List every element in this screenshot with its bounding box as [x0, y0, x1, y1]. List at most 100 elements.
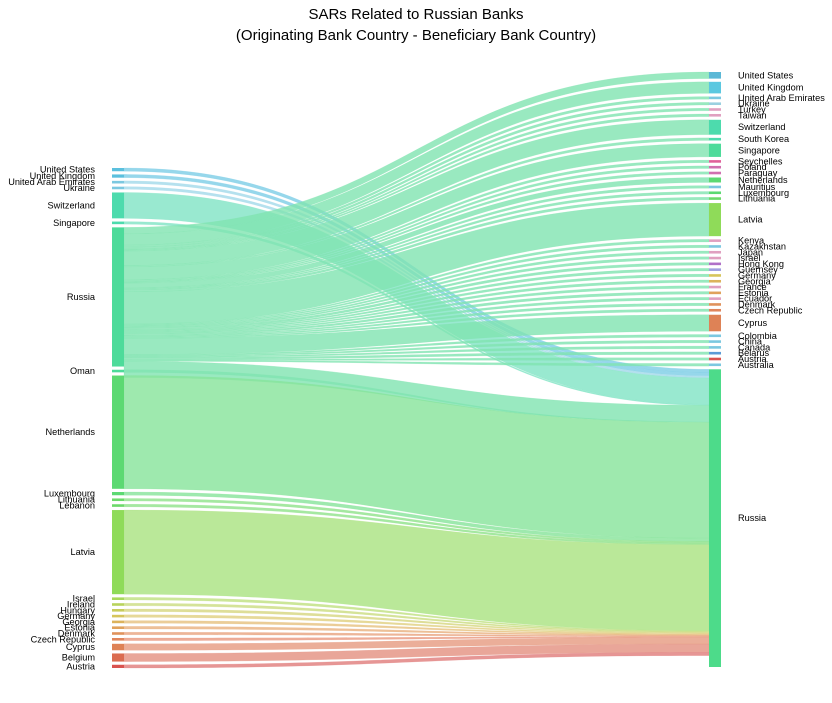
target-node-turkey	[709, 108, 721, 111]
source-node-austria	[112, 664, 124, 668]
target-node-germany	[709, 274, 721, 277]
source-label-germany: Germany	[57, 611, 95, 621]
source-label-switzerland: Switzerland	[48, 200, 96, 210]
source-label-israel: Israel	[73, 594, 95, 604]
source-label-hungary: Hungary	[60, 605, 95, 615]
source-node-estonia	[112, 626, 124, 629]
target-label-japan: Japan	[738, 247, 763, 257]
target-label-lithuania: Lithuania	[738, 194, 776, 204]
flow-russia-to-switzerland	[123, 119, 710, 266]
target-label-south-korea: South Korea	[738, 134, 790, 144]
target-node-canada	[709, 346, 721, 349]
target-node-czech-republic	[709, 308, 721, 312]
target-node-south-korea	[709, 137, 721, 141]
target-node-united-arab-emirates	[709, 96, 721, 100]
target-label-guernsey: Guernsey	[738, 265, 778, 275]
source-label-ireland: Ireland	[67, 599, 95, 609]
source-label-lebanon: Lebanon	[59, 501, 95, 511]
target-label-poland: Poland	[738, 162, 767, 172]
chart-title: SARs Related to Russian Banks	[308, 6, 524, 23]
target-label-canada: Canada	[738, 342, 771, 352]
chart-title-block: SARs Related to Russian Banks (Originati…	[0, 4, 832, 46]
source-node-netherlands	[112, 375, 124, 489]
target-node-ukraine	[709, 102, 721, 105]
target-node-hong-kong	[709, 262, 721, 266]
target-label-ukraine: Ukraine	[738, 99, 770, 109]
source-label-ukraine: Ukraine	[63, 183, 95, 193]
target-node-paraguay	[709, 171, 721, 175]
target-label-ecuador: Ecuador	[738, 294, 772, 304]
source-node-switzerland	[112, 192, 124, 219]
target-node-mauritius	[709, 185, 721, 189]
source-label-latvia: Latvia	[70, 547, 95, 557]
source-node-lebanon	[112, 504, 124, 507]
source-node-ukraine	[112, 186, 124, 190]
target-node-denmark	[709, 303, 721, 306]
target-label-georgia: Georgia	[738, 276, 772, 286]
target-node-latvia	[709, 203, 721, 237]
source-label-cyprus: Cyprus	[66, 642, 96, 652]
target-node-cyprus	[709, 314, 721, 332]
source-node-germany	[112, 614, 124, 618]
target-label-turkey: Turkey	[738, 104, 766, 114]
source-label-russia: Russia	[67, 292, 96, 302]
target-node-seychelles	[709, 160, 721, 163]
target-label-belarus: Belarus	[738, 348, 770, 358]
target-node-china	[709, 340, 721, 343]
source-label-denmark: Denmark	[58, 628, 96, 638]
target-label-hong-kong: Hong Kong	[738, 259, 784, 269]
source-node-russia	[112, 227, 124, 367]
target-node-taiwan	[709, 113, 721, 117]
target-label-united-arab-emirates: United Arab Emirates	[738, 93, 825, 103]
target-node-kazakhstan	[709, 245, 721, 248]
target-label-latvia: Latvia	[738, 215, 763, 225]
source-node-latvia	[112, 510, 124, 595]
source-node-singapore	[112, 221, 124, 225]
flow-russia-to-south-korea	[123, 137, 710, 268]
source-label-singapore: Singapore	[53, 218, 95, 228]
target-label-germany: Germany	[738, 270, 776, 280]
source-label-netherlands: Netherlands	[45, 427, 95, 437]
target-node-kenya	[709, 239, 721, 242]
target-node-estonia	[709, 291, 721, 295]
target-node-united-states	[709, 72, 721, 79]
target-node-belarus	[709, 351, 721, 355]
source-label-belgium: Belgium	[62, 653, 96, 663]
source-label-oman: Oman	[70, 366, 95, 376]
target-label-paraguay: Paraguay	[738, 168, 778, 178]
target-label-estonia: Estonia	[738, 288, 770, 298]
target-label-seychelles: Seychelles	[738, 156, 783, 166]
target-label-russia: Russia	[738, 513, 767, 523]
source-node-luxembourg	[112, 492, 124, 496]
target-label-cyprus: Cyprus	[738, 318, 768, 328]
source-label-austria: Austria	[66, 661, 95, 671]
source-label-estonia: Estonia	[64, 623, 96, 633]
flow-russia-to-united-states	[123, 71, 710, 235]
source-node-hungary	[112, 608, 124, 612]
target-label-taiwan: Taiwan	[738, 110, 767, 120]
source-node-cyprus	[112, 643, 124, 651]
target-label-netherlands: Netherlands	[738, 175, 788, 185]
target-node-switzerland	[709, 119, 721, 135]
target-label-denmark: Denmark	[738, 299, 776, 309]
source-label-luxembourg: Luxembourg	[44, 489, 95, 499]
target-node-israel	[709, 256, 721, 260]
source-label-lithuania: Lithuania	[58, 495, 96, 505]
target-node-ecuador	[709, 297, 721, 300]
target-label-luxembourg: Luxembourg	[738, 188, 789, 198]
target-label-czech-republic: Czech Republic	[738, 305, 803, 315]
target-node-russia	[709, 369, 721, 667]
target-node-colombia	[709, 334, 721, 338]
source-node-ireland	[112, 603, 124, 606]
source-node-united-arab-emirates	[112, 180, 124, 184]
source-node-czech-republic	[112, 637, 124, 641]
source-label-united-states: United States	[40, 165, 96, 175]
source-node-lithuania	[112, 498, 124, 502]
source-node-oman	[112, 369, 124, 373]
source-node-united-states	[112, 168, 124, 172]
target-label-israel: Israel	[738, 253, 760, 263]
target-label-switzerland: Switzerland	[738, 122, 786, 132]
target-label-china: China	[738, 337, 763, 347]
